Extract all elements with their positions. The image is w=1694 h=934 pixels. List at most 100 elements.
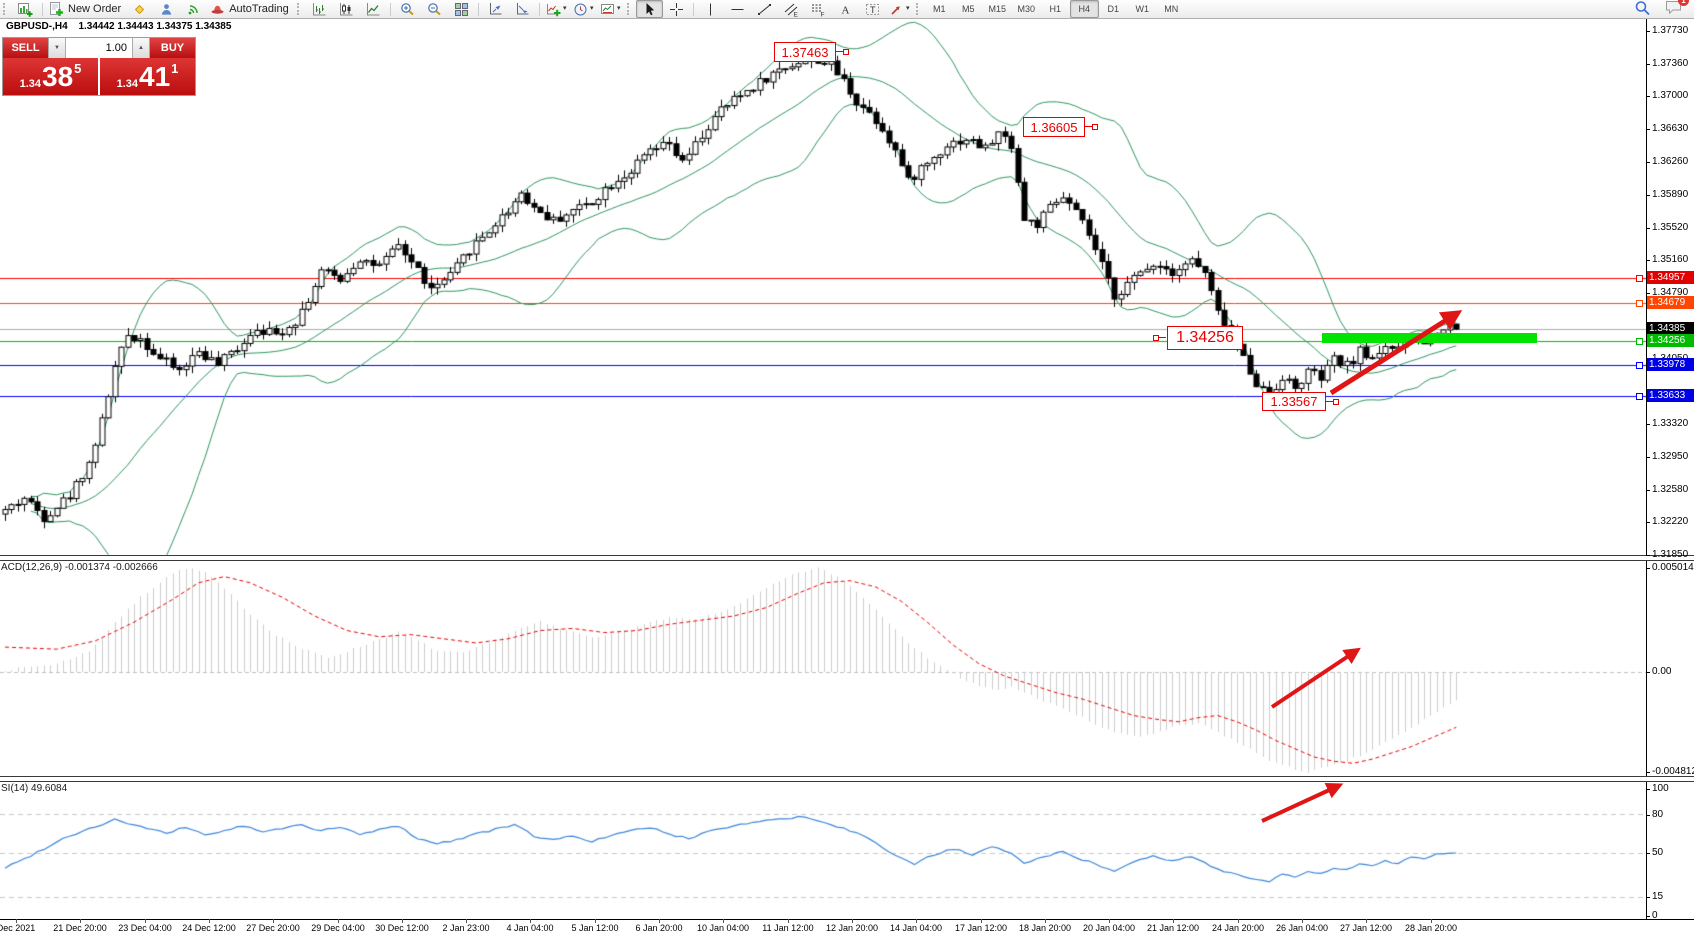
- new-chart-button[interactable]: [12, 0, 39, 18]
- text-label-tool-button[interactable]: T: [859, 0, 886, 18]
- hline-1-34256-handle[interactable]: [1636, 338, 1643, 345]
- zoom-in-button[interactable]: [394, 0, 421, 18]
- time-label: 21 Dec 20:00: [53, 923, 107, 933]
- macd-axis-tick: [1646, 672, 1650, 673]
- hline-1-34679-handle[interactable]: [1636, 300, 1643, 307]
- time-label: 4 Jan 04:00: [506, 923, 554, 933]
- price-tick: [1646, 96, 1650, 97]
- ask-big-digits: 41: [139, 60, 171, 92]
- price-tick: [1646, 522, 1650, 523]
- add-indicator-icon: [546, 2, 561, 17]
- hline-1-33633-handle[interactable]: [1636, 393, 1643, 400]
- main-macd-separator[interactable]: [0, 555, 1694, 561]
- callout-anchor-handle[interactable]: [1333, 399, 1339, 405]
- time-axis-line: [0, 919, 1694, 920]
- candlestick-mode-button[interactable]: [333, 0, 360, 18]
- search-button[interactable]: [1634, 0, 1651, 19]
- ask-prefix: 1.34: [116, 78, 139, 90]
- time-tick: [788, 919, 789, 923]
- autotrading-button[interactable]: AutoTrading: [207, 0, 294, 18]
- notifications-button[interactable]: 1: [1665, 0, 1689, 18]
- price-callout-1-34256[interactable]: 1.34256: [1167, 326, 1243, 350]
- bid-big-digits: 38: [42, 60, 74, 92]
- data-window-button[interactable]: [482, 0, 509, 18]
- trendline-tool-button[interactable]: [751, 0, 778, 18]
- time-tick: [981, 919, 982, 923]
- price-badge-1-34256: 1.34256: [1647, 334, 1694, 347]
- callout-anchor-handle[interactable]: [843, 49, 849, 55]
- timeframe-button-w1[interactable]: W1: [1135, 4, 1149, 14]
- timeframe-button-m5[interactable]: M5: [961, 4, 975, 14]
- volume-increase-button[interactable]: ▲: [132, 38, 150, 58]
- price-tick-label: 1.37360: [1652, 58, 1689, 69]
- time-tick: [402, 919, 403, 923]
- timeframe-button-h1[interactable]: H1: [1049, 4, 1061, 14]
- horizontal-line-tool-button[interactable]: [724, 0, 751, 18]
- price-callout-1-36605[interactable]: 1.36605: [1023, 117, 1085, 137]
- time-label: 5 Jan 12:00: [571, 923, 619, 933]
- fibonacci-icon: F: [811, 2, 826, 17]
- price-axis[interactable]: [1646, 19, 1694, 919]
- green-highlight-zone[interactable]: [1322, 333, 1537, 343]
- buy-button[interactable]: BUY: [150, 38, 195, 58]
- sell-button[interactable]: SELL: [3, 38, 48, 58]
- time-label: 6 Jan 20:00: [635, 923, 683, 933]
- svg-text:F: F: [820, 11, 824, 17]
- hline-1-34957-handle[interactable]: [1636, 275, 1643, 282]
- timeframe-button-mn[interactable]: MN: [1164, 4, 1179, 14]
- metaeditor-button[interactable]: [126, 0, 153, 18]
- time-tick: [466, 919, 467, 923]
- timeframe-button-d1[interactable]: D1: [1107, 4, 1119, 14]
- navigator-button[interactable]: [509, 0, 536, 18]
- volume-decrease-button[interactable]: ▼: [48, 38, 66, 58]
- line-chart-mode-button[interactable]: [360, 0, 387, 18]
- time-label: 27 Jan 12:00: [1339, 923, 1393, 933]
- zoom-out-button[interactable]: [421, 0, 448, 18]
- tile-windows-button[interactable]: [448, 0, 475, 18]
- vertical-line-tool-button[interactable]: [697, 0, 724, 18]
- callout-connector: [1158, 337, 1166, 338]
- indicators-button[interactable]: ▾: [543, 0, 570, 18]
- bar-chart-mode-button[interactable]: [306, 0, 333, 18]
- timeframe-button-m1[interactable]: M1: [932, 4, 946, 14]
- ask-pip-digit: 1: [171, 61, 179, 76]
- time-label: 23 Dec 04:00: [118, 923, 172, 933]
- time-tick: [80, 919, 81, 923]
- toolbar-separator: [692, 2, 694, 16]
- mql5-community-button[interactable]: [153, 0, 180, 18]
- timeframe-button-m15[interactable]: M15: [988, 4, 1006, 14]
- price-callout-1-33567[interactable]: 1.33567: [1262, 392, 1326, 411]
- new-order-button[interactable]: New Order: [46, 0, 126, 18]
- macd-rsi-separator[interactable]: [0, 776, 1694, 782]
- periods-button[interactable]: ▾: [570, 0, 597, 18]
- price-callout-1-37463[interactable]: 1.37463: [774, 42, 836, 62]
- signals-button[interactable]: [180, 0, 207, 18]
- callout-anchor-handle[interactable]: [1092, 124, 1098, 130]
- cursor-tool-button[interactable]: [635, 0, 663, 18]
- text-tool-button[interactable]: A: [832, 0, 859, 18]
- equidistant-channel-tool-button[interactable]: E: [778, 0, 805, 18]
- templates-button[interactable]: ▾: [597, 0, 624, 18]
- bid-price-button[interactable]: 1.34 38 5: [3, 58, 98, 95]
- macd-indicator-label: ACD(12,26,9) -0.001374 -0.002666: [1, 562, 158, 573]
- callout-anchor-handle[interactable]: [1153, 335, 1159, 341]
- rsi-axis-label: 0: [1652, 910, 1658, 921]
- price-divider: [98, 58, 100, 95]
- rsi-axis-label: 100: [1652, 783, 1669, 794]
- timeframe-button-h4[interactable]: H4: [1069, 0, 1099, 18]
- arrows-tool-button[interactable]: ▾: [886, 0, 913, 18]
- hline-1-33978-handle[interactable]: [1636, 362, 1643, 369]
- time-label: 11 Jan 12:00: [762, 923, 814, 933]
- trendline-icon: [757, 2, 772, 17]
- svg-text:E: E: [793, 11, 798, 17]
- price-tick: [1646, 457, 1650, 458]
- autotrading-icon: [210, 2, 225, 17]
- volume-input[interactable]: 1.00: [66, 38, 132, 58]
- fibonacci-tool-button[interactable]: F: [805, 0, 832, 18]
- macd-axis-label: -0.004812: [1652, 766, 1694, 777]
- timeframe-button-m30[interactable]: M30: [1017, 4, 1035, 14]
- ask-price-button[interactable]: 1.34 41 1: [100, 58, 195, 95]
- crosshair-tool-button[interactable]: [663, 0, 690, 18]
- rsi-axis-label: 50: [1652, 847, 1664, 858]
